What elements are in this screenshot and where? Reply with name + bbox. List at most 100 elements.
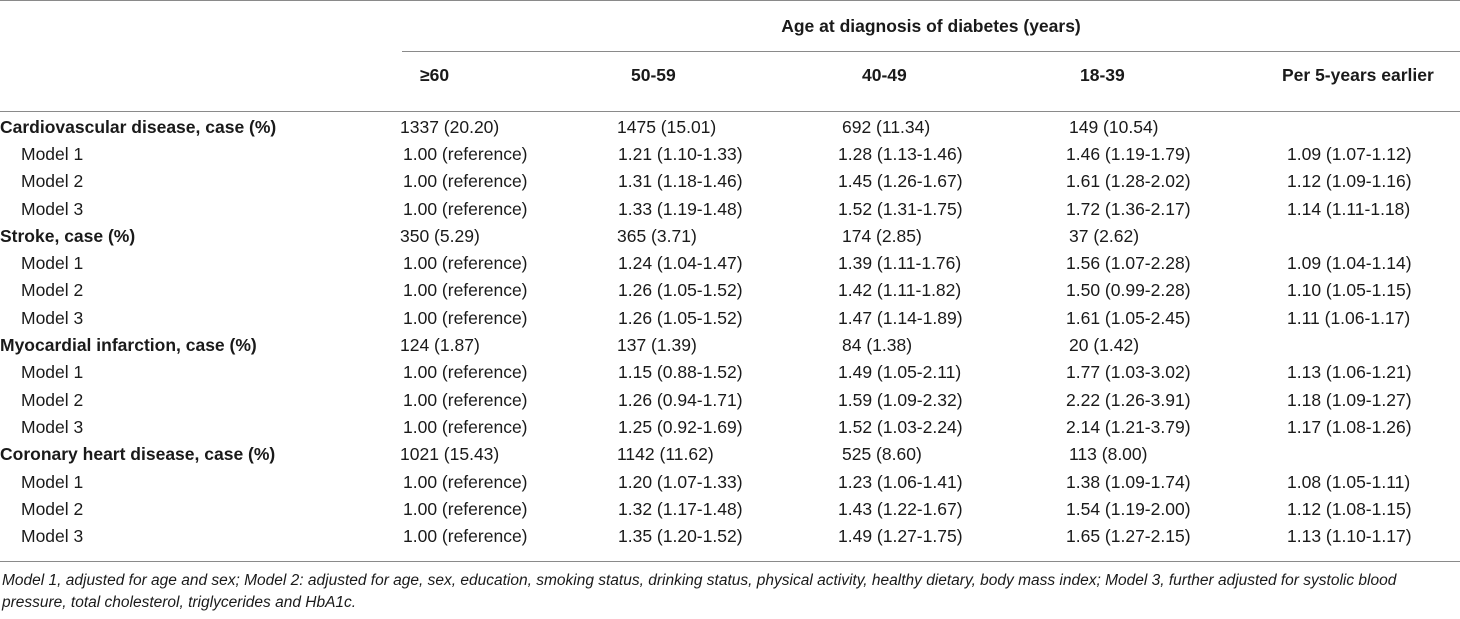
row-label: Coronary heart disease, case (%) bbox=[0, 444, 276, 465]
data-table: Cardiovascular disease, case (%) 1337 (20… bbox=[0, 113, 1460, 550]
cell-value: 1.49 (1.05-2.11) bbox=[838, 362, 962, 383]
category-row: Myocardial infarction, case (%) 124 (1.87… bbox=[0, 331, 1460, 358]
row-label: Model 3 bbox=[21, 307, 84, 328]
cell-value: 1.18 (1.09-1.27) bbox=[1287, 389, 1412, 410]
row-label: Model 3 bbox=[21, 526, 84, 547]
cell-value: 1.26 (1.05-1.52) bbox=[618, 307, 743, 328]
model-row: Model 3 1.00 (reference) 1.25 (0.92-1.69) 1… bbox=[0, 413, 1460, 440]
cell-value: 1.42 (1.11-1.82) bbox=[838, 280, 962, 301]
cell-value: 1.72 (1.36-2.17) bbox=[1066, 198, 1191, 219]
cell-value: 1.24 (1.04-1.47) bbox=[618, 253, 743, 274]
cell-value: 37 (2.62) bbox=[1069, 225, 1140, 246]
row-label: Model 2 bbox=[21, 498, 84, 519]
cell-value: 1.17 (1.08-1.26) bbox=[1287, 416, 1412, 437]
model-row: Model 3 1.00 (reference) 1.26 (1.05-1.52) 1… bbox=[0, 304, 1460, 331]
cell-value: 1.15 (0.88-1.52) bbox=[618, 362, 743, 383]
cell-value: 1.12 (1.08-1.15) bbox=[1287, 498, 1412, 519]
cell-value: 1.65 (1.27-2.15) bbox=[1066, 526, 1191, 547]
cell-value: 1.26 (1.05-1.52) bbox=[618, 280, 743, 301]
cell-value: 1.38 (1.09-1.74) bbox=[1066, 471, 1191, 492]
cell-value: 1.54 (1.19-2.00) bbox=[1066, 498, 1191, 519]
cell-value bbox=[1283, 441, 1460, 468]
cell-value: 1.28 (1.13-1.46) bbox=[838, 143, 963, 164]
cell-value: 113 (8.00) bbox=[1069, 444, 1148, 465]
cell-value bbox=[1283, 113, 1460, 140]
cell-value: 1.20 (1.07-1.33) bbox=[618, 471, 743, 492]
cell-value: 1.13 (1.10-1.17) bbox=[1287, 526, 1412, 547]
cell-value: 1.00 (reference) bbox=[403, 471, 528, 492]
cell-value: 1.46 (1.19-1.79) bbox=[1066, 143, 1191, 164]
cell-value: 1.14 (1.11-1.18) bbox=[1287, 198, 1411, 219]
cell-value: 1.31 (1.18-1.46) bbox=[618, 171, 743, 192]
cell-value: 1142 (11.62) bbox=[617, 444, 714, 465]
model-row: Model 1 1.00 (reference) 1.20 (1.07-1.33) 1… bbox=[0, 468, 1460, 495]
cell-value: 1.56 (1.07-2.28) bbox=[1066, 253, 1191, 274]
category-row: Cardiovascular disease, case (%) 1337 (20… bbox=[0, 113, 1460, 140]
cell-value: 1.11 (1.06-1.17) bbox=[1287, 307, 1411, 328]
cell-value: 1.21 (1.10-1.33) bbox=[618, 143, 743, 164]
cell-value: 1.43 (1.22-1.67) bbox=[838, 498, 963, 519]
model-row: Model 2 1.00 (reference) 1.26 (0.94-1.71) 1… bbox=[0, 386, 1460, 413]
row-label: Stroke, case (%) bbox=[0, 225, 136, 246]
bottom-rule bbox=[0, 561, 1460, 562]
cell-value: 1.52 (1.31-1.75) bbox=[838, 198, 963, 219]
top-rule bbox=[0, 0, 1460, 1]
cell-value: 1.09 (1.04-1.14) bbox=[1287, 253, 1412, 274]
cell-value: 1.61 (1.28-2.02) bbox=[1066, 171, 1191, 192]
row-label: Model 2 bbox=[21, 171, 84, 192]
row-label: Model 3 bbox=[21, 198, 84, 219]
col-header-60-plus: ≥60 bbox=[420, 65, 450, 85]
cell-value: 1.35 (1.20-1.52) bbox=[618, 526, 743, 547]
cell-value: 1.00 (reference) bbox=[403, 416, 528, 437]
cell-value: 1.00 (reference) bbox=[403, 280, 528, 301]
col-header-18-39: 18-39 bbox=[1080, 65, 1125, 85]
category-row: Stroke, case (%) 350 (5.29) 365 (3.71) 174 … bbox=[0, 222, 1460, 249]
cell-value: 365 (3.71) bbox=[617, 225, 697, 246]
row-label: Cardiovascular disease, case (%) bbox=[0, 116, 277, 137]
cell-value: 1.00 (reference) bbox=[403, 198, 528, 219]
cell-value: 1.49 (1.27-1.75) bbox=[838, 526, 963, 547]
cell-value: 350 (5.29) bbox=[400, 225, 480, 246]
cell-value: 1475 (15.01) bbox=[617, 116, 717, 137]
cell-value: 1.00 (reference) bbox=[403, 171, 528, 192]
model-row: Model 1 1.00 (reference) 1.24 (1.04-1.47) 1… bbox=[0, 249, 1460, 276]
cell-value: 1.59 (1.09-2.32) bbox=[838, 389, 963, 410]
cell-value: 1.09 (1.07-1.12) bbox=[1287, 143, 1412, 164]
column-group-title: Age at diagnosis of diabetes (years) bbox=[781, 16, 1081, 36]
cell-value: 174 (2.85) bbox=[842, 225, 922, 246]
cell-value: 1.45 (1.26-1.67) bbox=[838, 171, 963, 192]
row-label: Model 2 bbox=[21, 389, 84, 410]
cell-value: 525 (8.60) bbox=[842, 444, 922, 465]
row-label: Model 1 bbox=[21, 253, 84, 274]
table-footnote: Model 1, adjusted for age and sex; Model… bbox=[2, 572, 1397, 611]
cell-value: 20 (1.42) bbox=[1069, 335, 1140, 356]
cell-value: 1337 (20.20) bbox=[400, 116, 500, 137]
cell-value: 1.47 (1.14-1.89) bbox=[838, 307, 963, 328]
model-row: Model 3 1.00 (reference) 1.35 (1.20-1.52) 1… bbox=[0, 522, 1460, 549]
cell-value: 1.00 (reference) bbox=[403, 253, 528, 274]
group-underline-rule bbox=[402, 51, 1460, 52]
row-label: Model 1 bbox=[21, 471, 84, 492]
col-header-40-49: 40-49 bbox=[862, 65, 907, 85]
row-label: Myocardial infarction, case (%) bbox=[0, 335, 257, 356]
cell-value: 692 (11.34) bbox=[842, 116, 931, 137]
cell-value: 1.61 (1.05-2.45) bbox=[1066, 307, 1191, 328]
cell-value: 1.00 (reference) bbox=[403, 526, 528, 547]
cell-value: 2.22 (1.26-3.91) bbox=[1066, 389, 1191, 410]
cell-value: 1.00 (reference) bbox=[403, 362, 528, 383]
cell-value: 1.32 (1.17-1.48) bbox=[618, 498, 743, 519]
row-label: Model 3 bbox=[21, 416, 84, 437]
cell-value: 1.50 (0.99-2.28) bbox=[1066, 280, 1191, 301]
cell-value: 1.00 (reference) bbox=[403, 498, 528, 519]
cell-value: 1.13 (1.06-1.21) bbox=[1287, 362, 1412, 383]
model-row: Model 2 1.00 (reference) 1.32 (1.17-1.48) 1… bbox=[0, 495, 1460, 522]
model-row: Model 1 1.00 (reference) 1.21 (1.10-1.33) 1… bbox=[0, 140, 1460, 167]
cell-value: 1.26 (0.94-1.71) bbox=[618, 389, 743, 410]
cell-value: 1.00 (reference) bbox=[403, 389, 528, 410]
cell-value: 1.39 (1.11-1.76) bbox=[838, 253, 962, 274]
cell-value: 1021 (15.43) bbox=[400, 444, 500, 465]
row-label: Model 1 bbox=[21, 362, 84, 383]
col-header-per-5-years: Per 5-years earlier bbox=[1282, 65, 1434, 85]
cell-value: 1.10 (1.05-1.15) bbox=[1287, 280, 1412, 301]
